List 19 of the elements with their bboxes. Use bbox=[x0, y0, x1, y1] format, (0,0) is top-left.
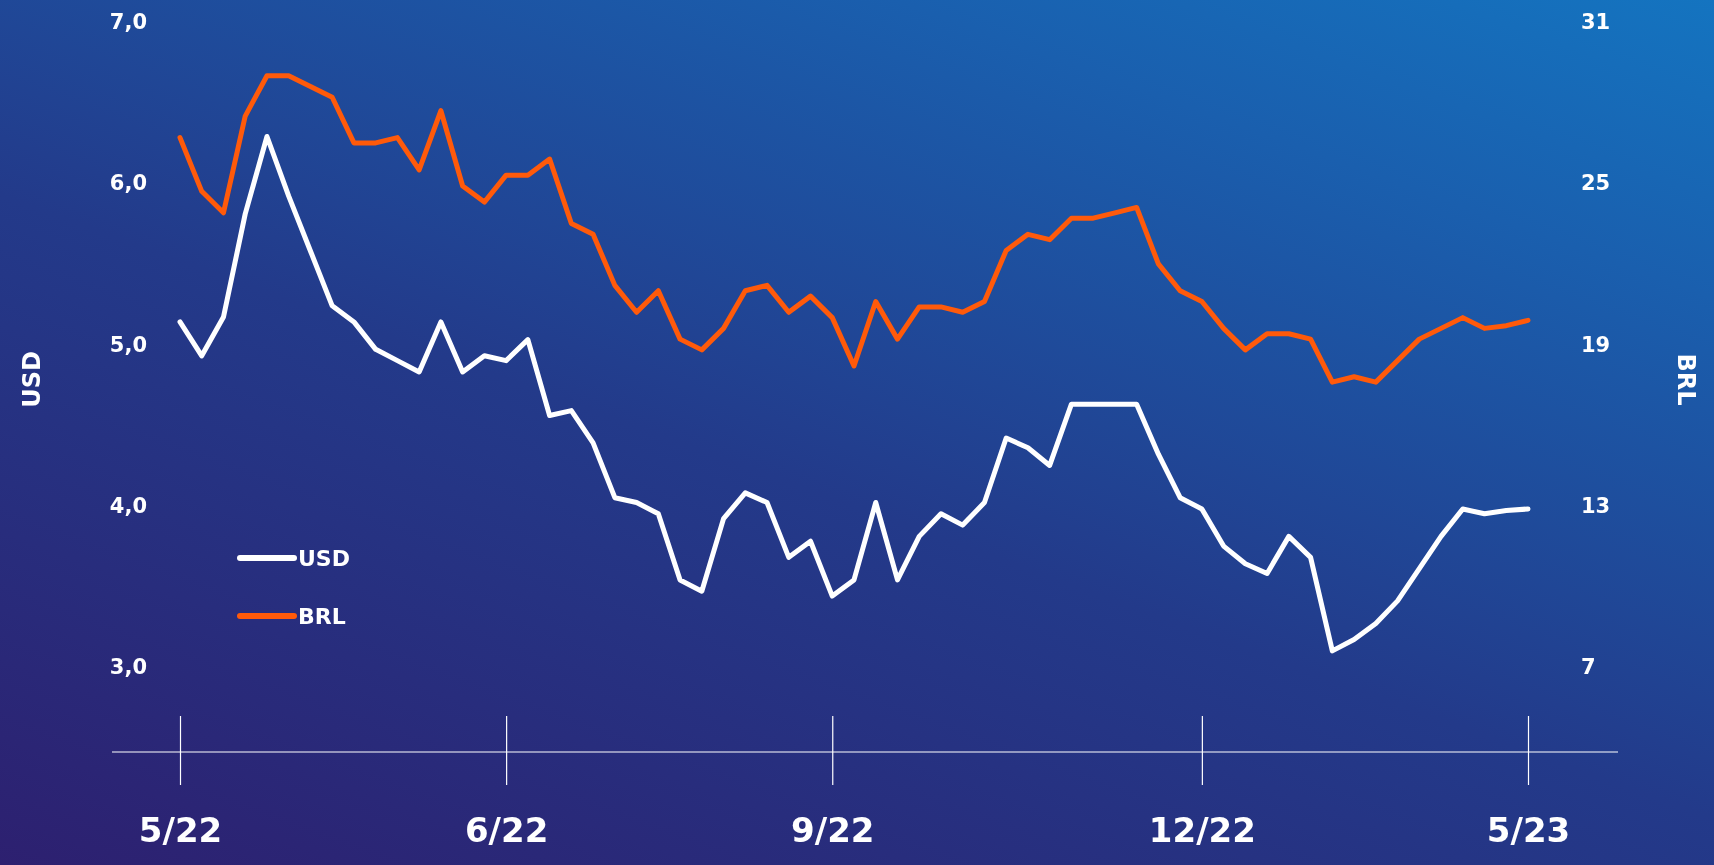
y-tick-label: 5,0 bbox=[109, 332, 147, 357]
y-tick-label: 7,0 bbox=[109, 10, 147, 35]
y2-axis-title: BRL bbox=[1672, 353, 1700, 406]
y-tick-label: 4,0 bbox=[109, 493, 147, 518]
y2-tick-label: 19 bbox=[1581, 332, 1611, 357]
x-tick-label: 6/22 bbox=[464, 810, 549, 851]
y2-tick-label: 31 bbox=[1581, 10, 1611, 35]
y2-tick-label: 13 bbox=[1581, 493, 1611, 518]
x-tick-label: 12/22 bbox=[1148, 810, 1256, 851]
x-tick-label: 5/22 bbox=[138, 810, 223, 851]
y-tick-label: 3,0 bbox=[109, 655, 147, 680]
y-tick-label: 6,0 bbox=[109, 171, 147, 196]
y2-tick-label: 7 bbox=[1581, 655, 1596, 680]
y-axis-title: USD bbox=[18, 351, 46, 408]
y2-tick-label: 25 bbox=[1581, 171, 1611, 196]
x-tick-label: 5/23 bbox=[1486, 810, 1571, 851]
x-tick-label: 9/22 bbox=[791, 810, 875, 851]
legend-label: BRL bbox=[298, 604, 346, 629]
legend-label: USD bbox=[298, 546, 350, 571]
